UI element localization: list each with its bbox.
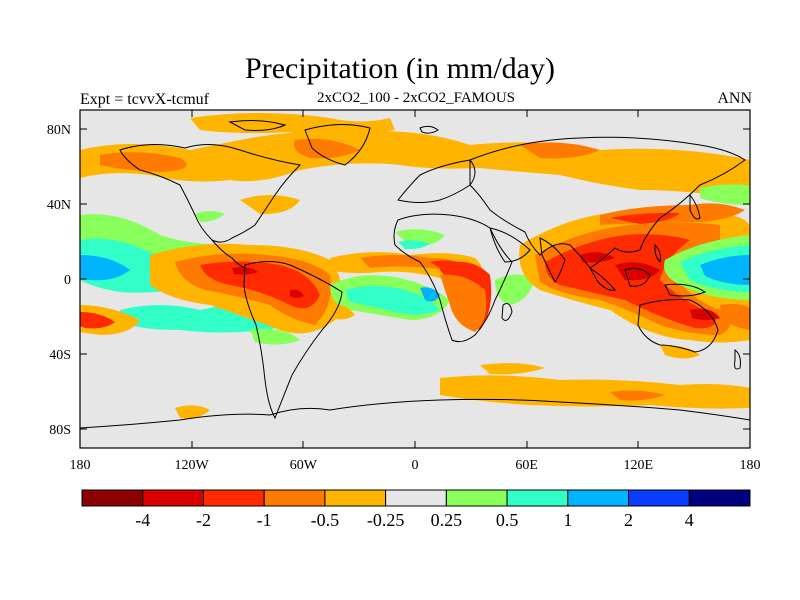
x-tick-label: 180 [70, 458, 91, 473]
anomaly-region [240, 195, 300, 215]
x-axis-tick-labels: 180 120W 60W 0 60E 120E 180 [70, 458, 761, 473]
colorbar-swatch [688, 489, 751, 507]
colorbar-swatch [263, 489, 326, 507]
anomaly-region [80, 255, 130, 281]
colorbar-swatch [445, 489, 508, 507]
colorbar-level-label: 1 [563, 510, 572, 530]
x-tick-label: 120E [624, 458, 654, 473]
colorbar-level-label: 0.5 [496, 510, 519, 530]
anomaly-region [80, 312, 115, 329]
x-tick-label: 60E [515, 458, 538, 473]
colorbar-swatch [81, 489, 144, 507]
plot-title: Precipitation (in mm/day) [245, 52, 555, 85]
anomaly-region [100, 152, 187, 172]
anomaly-region [420, 287, 440, 302]
coastline-svalbard [419, 125, 439, 134]
x-tick-label: 120W [175, 458, 210, 473]
coastline-north-america [119, 143, 302, 243]
experiment-label: Expt = tcvvX-tcmuf [80, 91, 209, 108]
anomaly-region [175, 405, 210, 419]
colorbar-swatch [628, 489, 690, 507]
colorbar-swatch [142, 489, 204, 507]
anomaly-region [700, 255, 750, 285]
coastline-madagascar [501, 303, 513, 321]
precipitation-anomaly-field [80, 113, 750, 419]
coastline-antarctica [80, 398, 750, 429]
colorbar-swatch [506, 489, 569, 507]
anomaly-region [700, 184, 750, 205]
coastline-africa [393, 213, 513, 343]
colorbar-labels: -4 -2 -1 -0.5 -0.25 0.25 0.5 1 2 4 [135, 510, 694, 530]
anomaly-region [690, 308, 720, 320]
y-axis-tick-labels: 80N 40N 0 40S 80S [47, 123, 71, 438]
anomaly-region [610, 212, 680, 224]
colorbar-level-label: 4 [685, 510, 694, 530]
anomaly-region [440, 274, 487, 332]
colorbar-level-label: 0.25 [431, 510, 463, 530]
anomaly-region [190, 113, 395, 136]
anomaly-region [660, 345, 700, 359]
coastline-new-guinea [664, 283, 707, 297]
anomaly-region [195, 211, 225, 222]
coastlines [80, 120, 750, 429]
y-tick-label: 0 [64, 273, 71, 288]
anomaly-region [398, 240, 430, 250]
coastline-europe [397, 159, 476, 203]
plot-subtitle: 2xCO2_100 - 2xCO2_FAMOUS [316, 90, 516, 106]
colorbar-swatch [324, 489, 387, 507]
coastline-australia [637, 299, 719, 353]
coastline-india [539, 237, 566, 283]
x-tick-label: 60W [290, 458, 318, 473]
colorbar-level-label: -0.25 [367, 510, 405, 530]
coastline-central-america [211, 239, 246, 269]
y-tick-label: 40S [49, 348, 71, 363]
coastline-asia [469, 136, 746, 269]
y-tick-label: 80S [49, 423, 71, 438]
coastline-arctic-islands [228, 120, 287, 131]
coastline-borneo [624, 267, 651, 287]
colorbar-swatch [567, 489, 630, 507]
coastline-south-america [243, 261, 343, 420]
coastline-philippines [654, 243, 661, 264]
coastline-arabia [489, 227, 531, 263]
anomaly-region [330, 304, 355, 320]
y-tick-label: 40N [47, 198, 71, 213]
anomaly-region [200, 261, 320, 309]
coastline-new-zealand [734, 349, 741, 370]
coastline-japan [689, 193, 701, 220]
anomaly-region [520, 142, 600, 159]
anomaly-region [720, 304, 750, 330]
colorbar-level-label: -0.5 [311, 510, 340, 530]
colorbar-level-label: -2 [196, 510, 211, 530]
colorbar-swatch [202, 489, 265, 507]
coastline-sumatra [589, 267, 616, 291]
colorbar [81, 489, 751, 507]
anomaly-region [495, 274, 535, 305]
season-label: ANN [717, 90, 752, 107]
anomaly-region [610, 390, 665, 401]
colorbar-swatch [385, 489, 447, 507]
colorbar-level-label: 2 [624, 510, 633, 530]
anomaly-region [345, 286, 440, 315]
colorbar-level-label: -4 [135, 510, 150, 530]
x-tick-label: 180 [740, 458, 761, 473]
anomaly-region [480, 363, 545, 375]
anomaly-region [615, 262, 660, 281]
axis-ticks [79, 110, 751, 448]
colorbar-level-label: -1 [257, 510, 272, 530]
anomaly-region [250, 329, 300, 345]
x-tick-label: 0 [412, 458, 419, 473]
coastline-greenland [304, 123, 371, 166]
anomaly-region [290, 289, 304, 298]
anomaly-region [580, 252, 615, 263]
y-tick-label: 80N [47, 123, 71, 138]
